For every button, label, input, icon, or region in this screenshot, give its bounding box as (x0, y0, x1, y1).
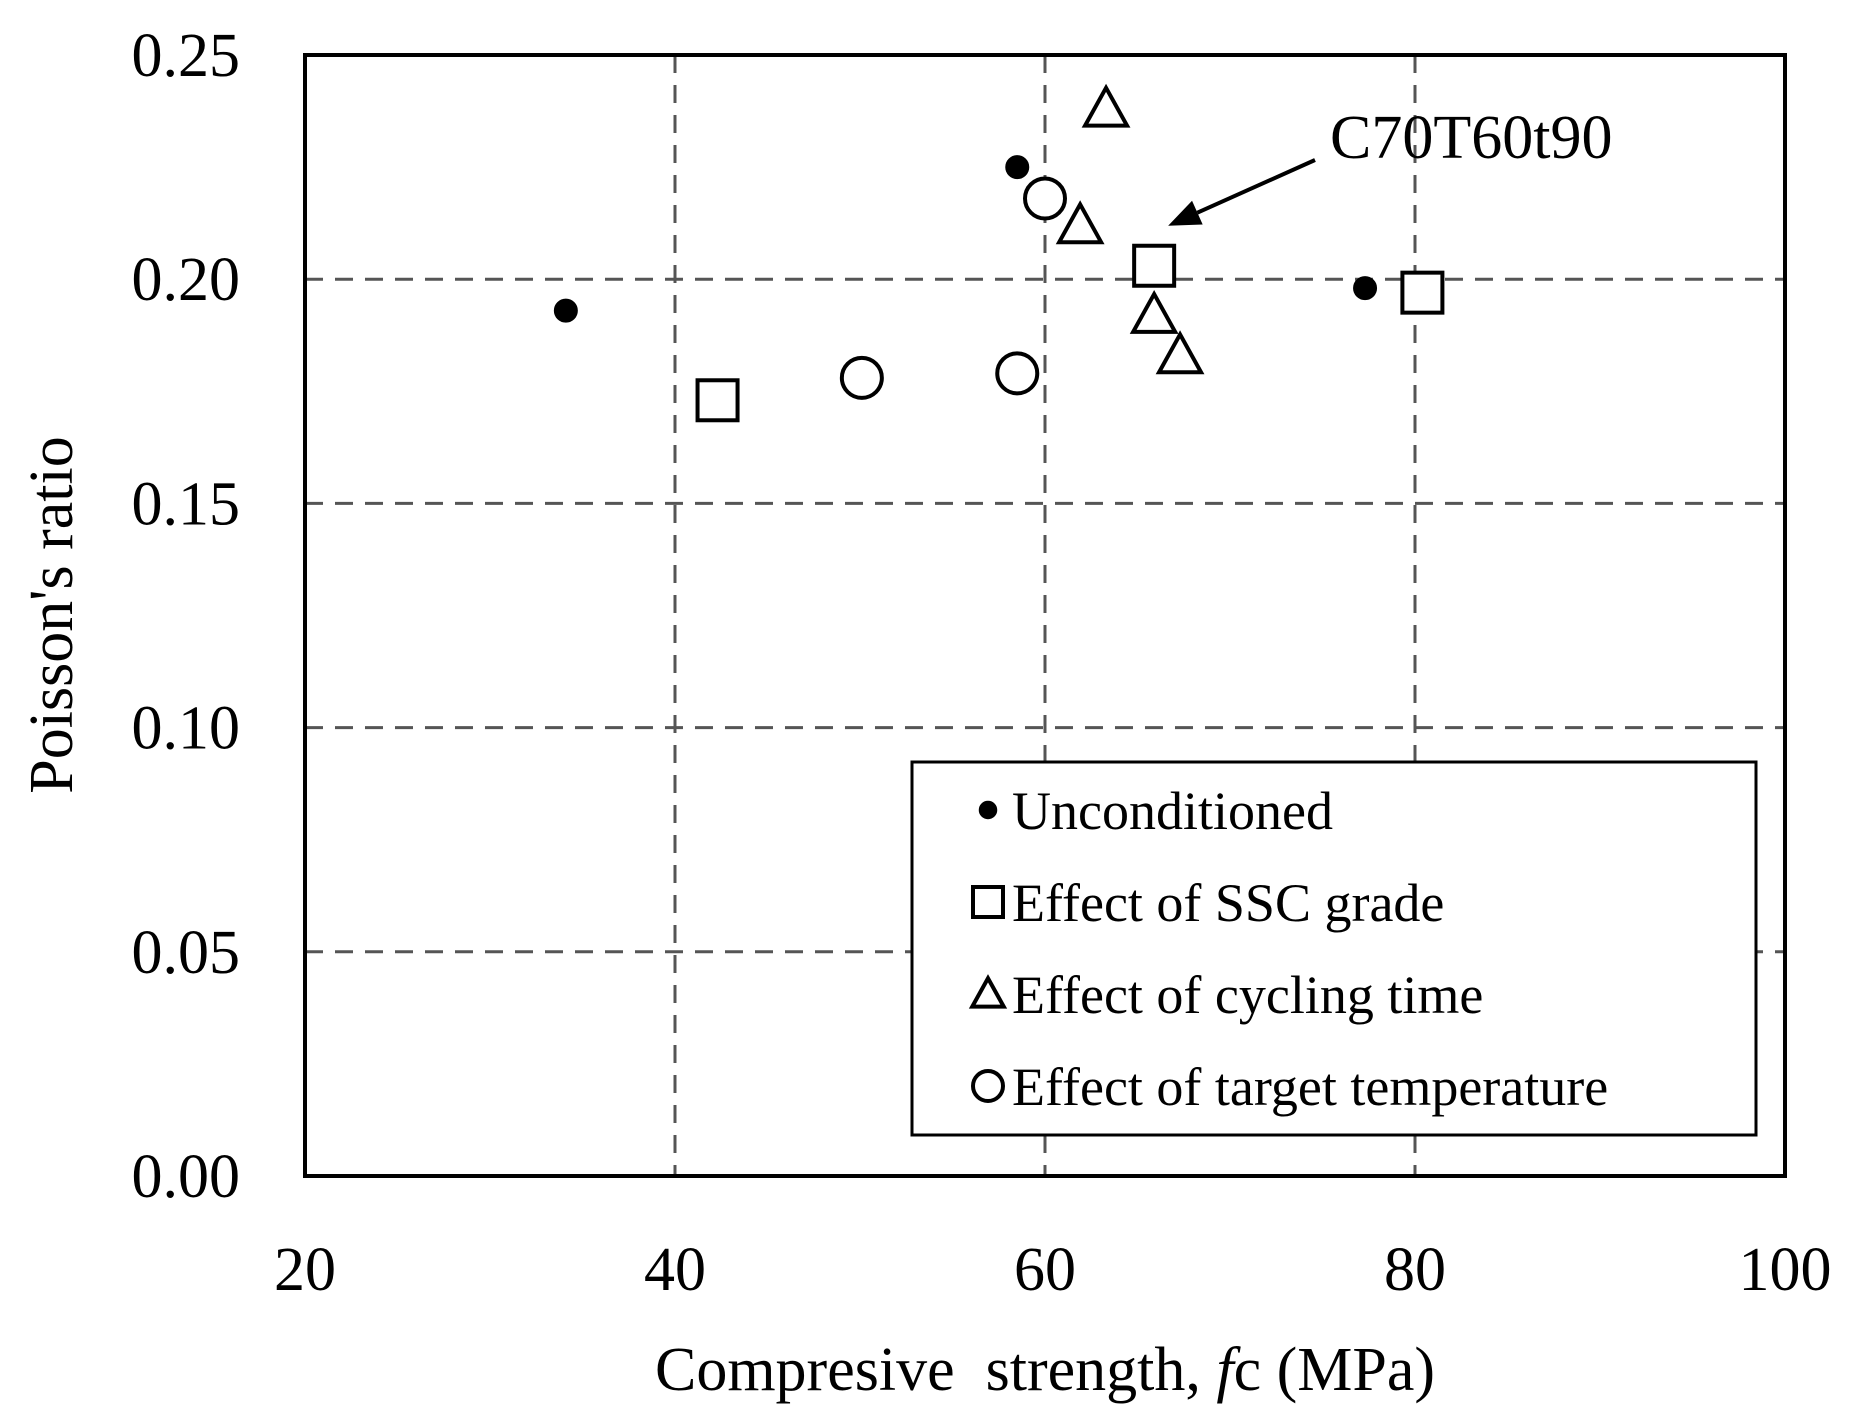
data-point-open-triangle-2-0 (1081, 83, 1131, 128)
x-tick-label: 20 (274, 1236, 336, 1304)
y-tick-label: 0.10 (132, 695, 241, 763)
legend-marker-open-square (971, 885, 1005, 919)
data-point-open-triangle-2-1 (1055, 200, 1105, 245)
y-tick-label: 0.25 (132, 22, 241, 90)
data-point-filled-circle-0-1 (1005, 155, 1030, 180)
data-point-filled-circle-0-2 (1353, 276, 1378, 301)
legend-label: Effect of SSC grade (1012, 873, 1444, 933)
data-point-open-square-1-1 (1132, 243, 1177, 288)
data-point-open-square-1-2 (1400, 270, 1445, 315)
y-tick-label: 0.00 (132, 1143, 241, 1211)
x-axis-title-prefix: Compresive strength, (655, 1336, 1216, 1404)
legend-label: Effect of target temperature (1012, 1057, 1608, 1117)
y-axis-title: Poisson's ratio (18, 436, 86, 793)
annotation-label: C70T60t90 (1330, 104, 1612, 172)
legend-marker-filled-circle (978, 800, 998, 820)
x-tick-label: 40 (644, 1236, 706, 1304)
data-point-open-circle-3-1 (839, 355, 884, 400)
legend-item: Effect of cycling time (968, 965, 1483, 1025)
annotation-arrow-line (1196, 158, 1316, 215)
legend-item: Effect of SSC grade (971, 873, 1444, 933)
x-axis-title: Compresive strength, fc (MPa) (655, 1336, 1435, 1404)
legend: Unconditioned Effect of SSC grade Effect o… (910, 760, 1758, 1137)
data-point-open-circle-3-0 (1023, 176, 1067, 221)
legend-marker-open-triangle (968, 974, 1008, 1009)
axis-tick-labels: 20 40 60 80 100 0.00 0.05 0.10 0.15 0.20 0.25 (132, 22, 1832, 1304)
legend-label: Unconditioned (1012, 781, 1333, 841)
plot-area-frame (303, 53, 1787, 1178)
annotation: C70T60t90 (1168, 104, 1612, 226)
x-axis-title-subscript: c (1234, 1336, 1262, 1404)
data-point-open-square-1-0 (695, 378, 740, 423)
x-tick-label: 80 (1384, 1236, 1446, 1304)
annotation-arrow-head (1168, 200, 1203, 226)
legend-label: Effect of cycling time (1012, 965, 1483, 1025)
y-tick-label: 0.05 (132, 919, 241, 987)
data-markers (553, 83, 1445, 423)
y-tick-label: 0.15 (132, 470, 241, 538)
x-tick-label: 60 (1014, 1236, 1076, 1304)
x-tick-label: 100 (1739, 1236, 1832, 1304)
legend-box (910, 760, 1758, 1137)
data-point-filled-circle-0-0 (553, 298, 578, 323)
y-tick-label: 0.20 (132, 246, 241, 314)
legend-marker-open-circle (971, 1069, 1005, 1103)
data-point-open-triangle-2-3 (1155, 330, 1205, 375)
data-point-open-triangle-2-2 (1129, 289, 1179, 334)
data-point-open-circle-3-2 (995, 351, 1040, 396)
legend-item: Effect of target temperature (971, 1057, 1608, 1117)
legend-item: Unconditioned (978, 781, 1333, 841)
x-axis-title-unit: (MPa) (1261, 1336, 1435, 1404)
